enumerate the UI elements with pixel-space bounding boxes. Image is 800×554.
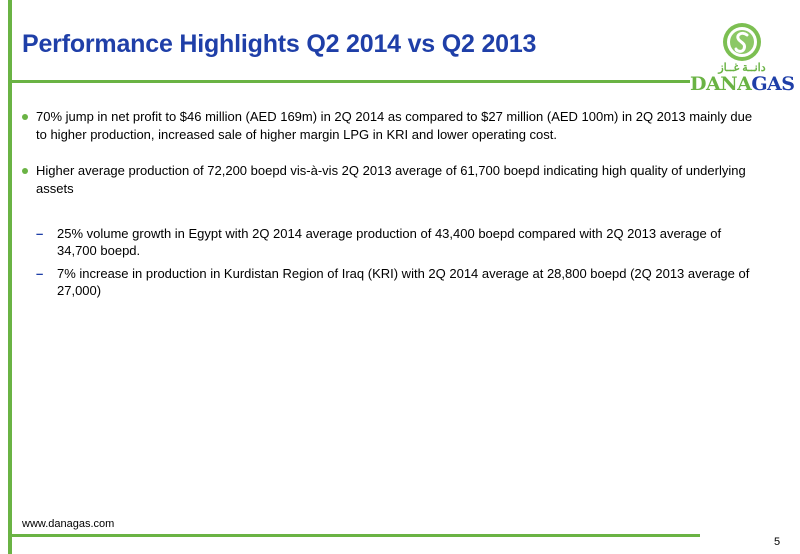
bullet-dot-icon bbox=[22, 168, 28, 174]
title-underline bbox=[12, 80, 690, 83]
sub-bullet-list: – 25% volume growth in Egypt with 2Q 201… bbox=[22, 225, 762, 299]
page-number: 5 bbox=[774, 536, 781, 548]
dash-marker: – bbox=[36, 226, 44, 241]
sub-bullet-item: – 25% volume growth in Egypt with 2Q 201… bbox=[22, 225, 762, 259]
slide-title: Performance Highlights Q2 2014 vs Q2 201… bbox=[22, 30, 537, 58]
logo-arabic-text: دانــة غــاز bbox=[718, 62, 766, 74]
danagas-logo-icon bbox=[723, 23, 761, 61]
dash-marker: – bbox=[36, 266, 44, 281]
footer-url: www.danagas.com bbox=[22, 518, 115, 530]
logo-wordmark: DANAGAS bbox=[690, 73, 795, 95]
left-accent-rule bbox=[8, 0, 12, 554]
bullet-text: 70% jump in net profit to $46 million (A… bbox=[36, 109, 753, 142]
logo-word-dana: DANA bbox=[690, 73, 752, 95]
sub-bullet-item: – 7% increase in production in Kurdistan… bbox=[22, 265, 762, 299]
sub-bullet-text: 25% volume growth in Egypt with 2Q 2014 … bbox=[57, 226, 722, 258]
footer-rule bbox=[12, 534, 700, 537]
logo-word-gas: GAS bbox=[751, 73, 795, 95]
bullet-dot-icon bbox=[22, 114, 28, 120]
slide-content: 70% jump in net profit to $46 million (A… bbox=[22, 108, 762, 305]
bullet-item: Higher average production of 72,200 boep… bbox=[22, 162, 762, 198]
sub-bullet-text: 7% increase in production in Kurdistan R… bbox=[57, 266, 750, 298]
bullet-text: Higher average production of 72,200 boep… bbox=[36, 163, 746, 196]
bullet-item: 70% jump in net profit to $46 million (A… bbox=[22, 108, 762, 144]
danagas-logo: دانــة غــاز DANAGAS bbox=[690, 8, 795, 104]
